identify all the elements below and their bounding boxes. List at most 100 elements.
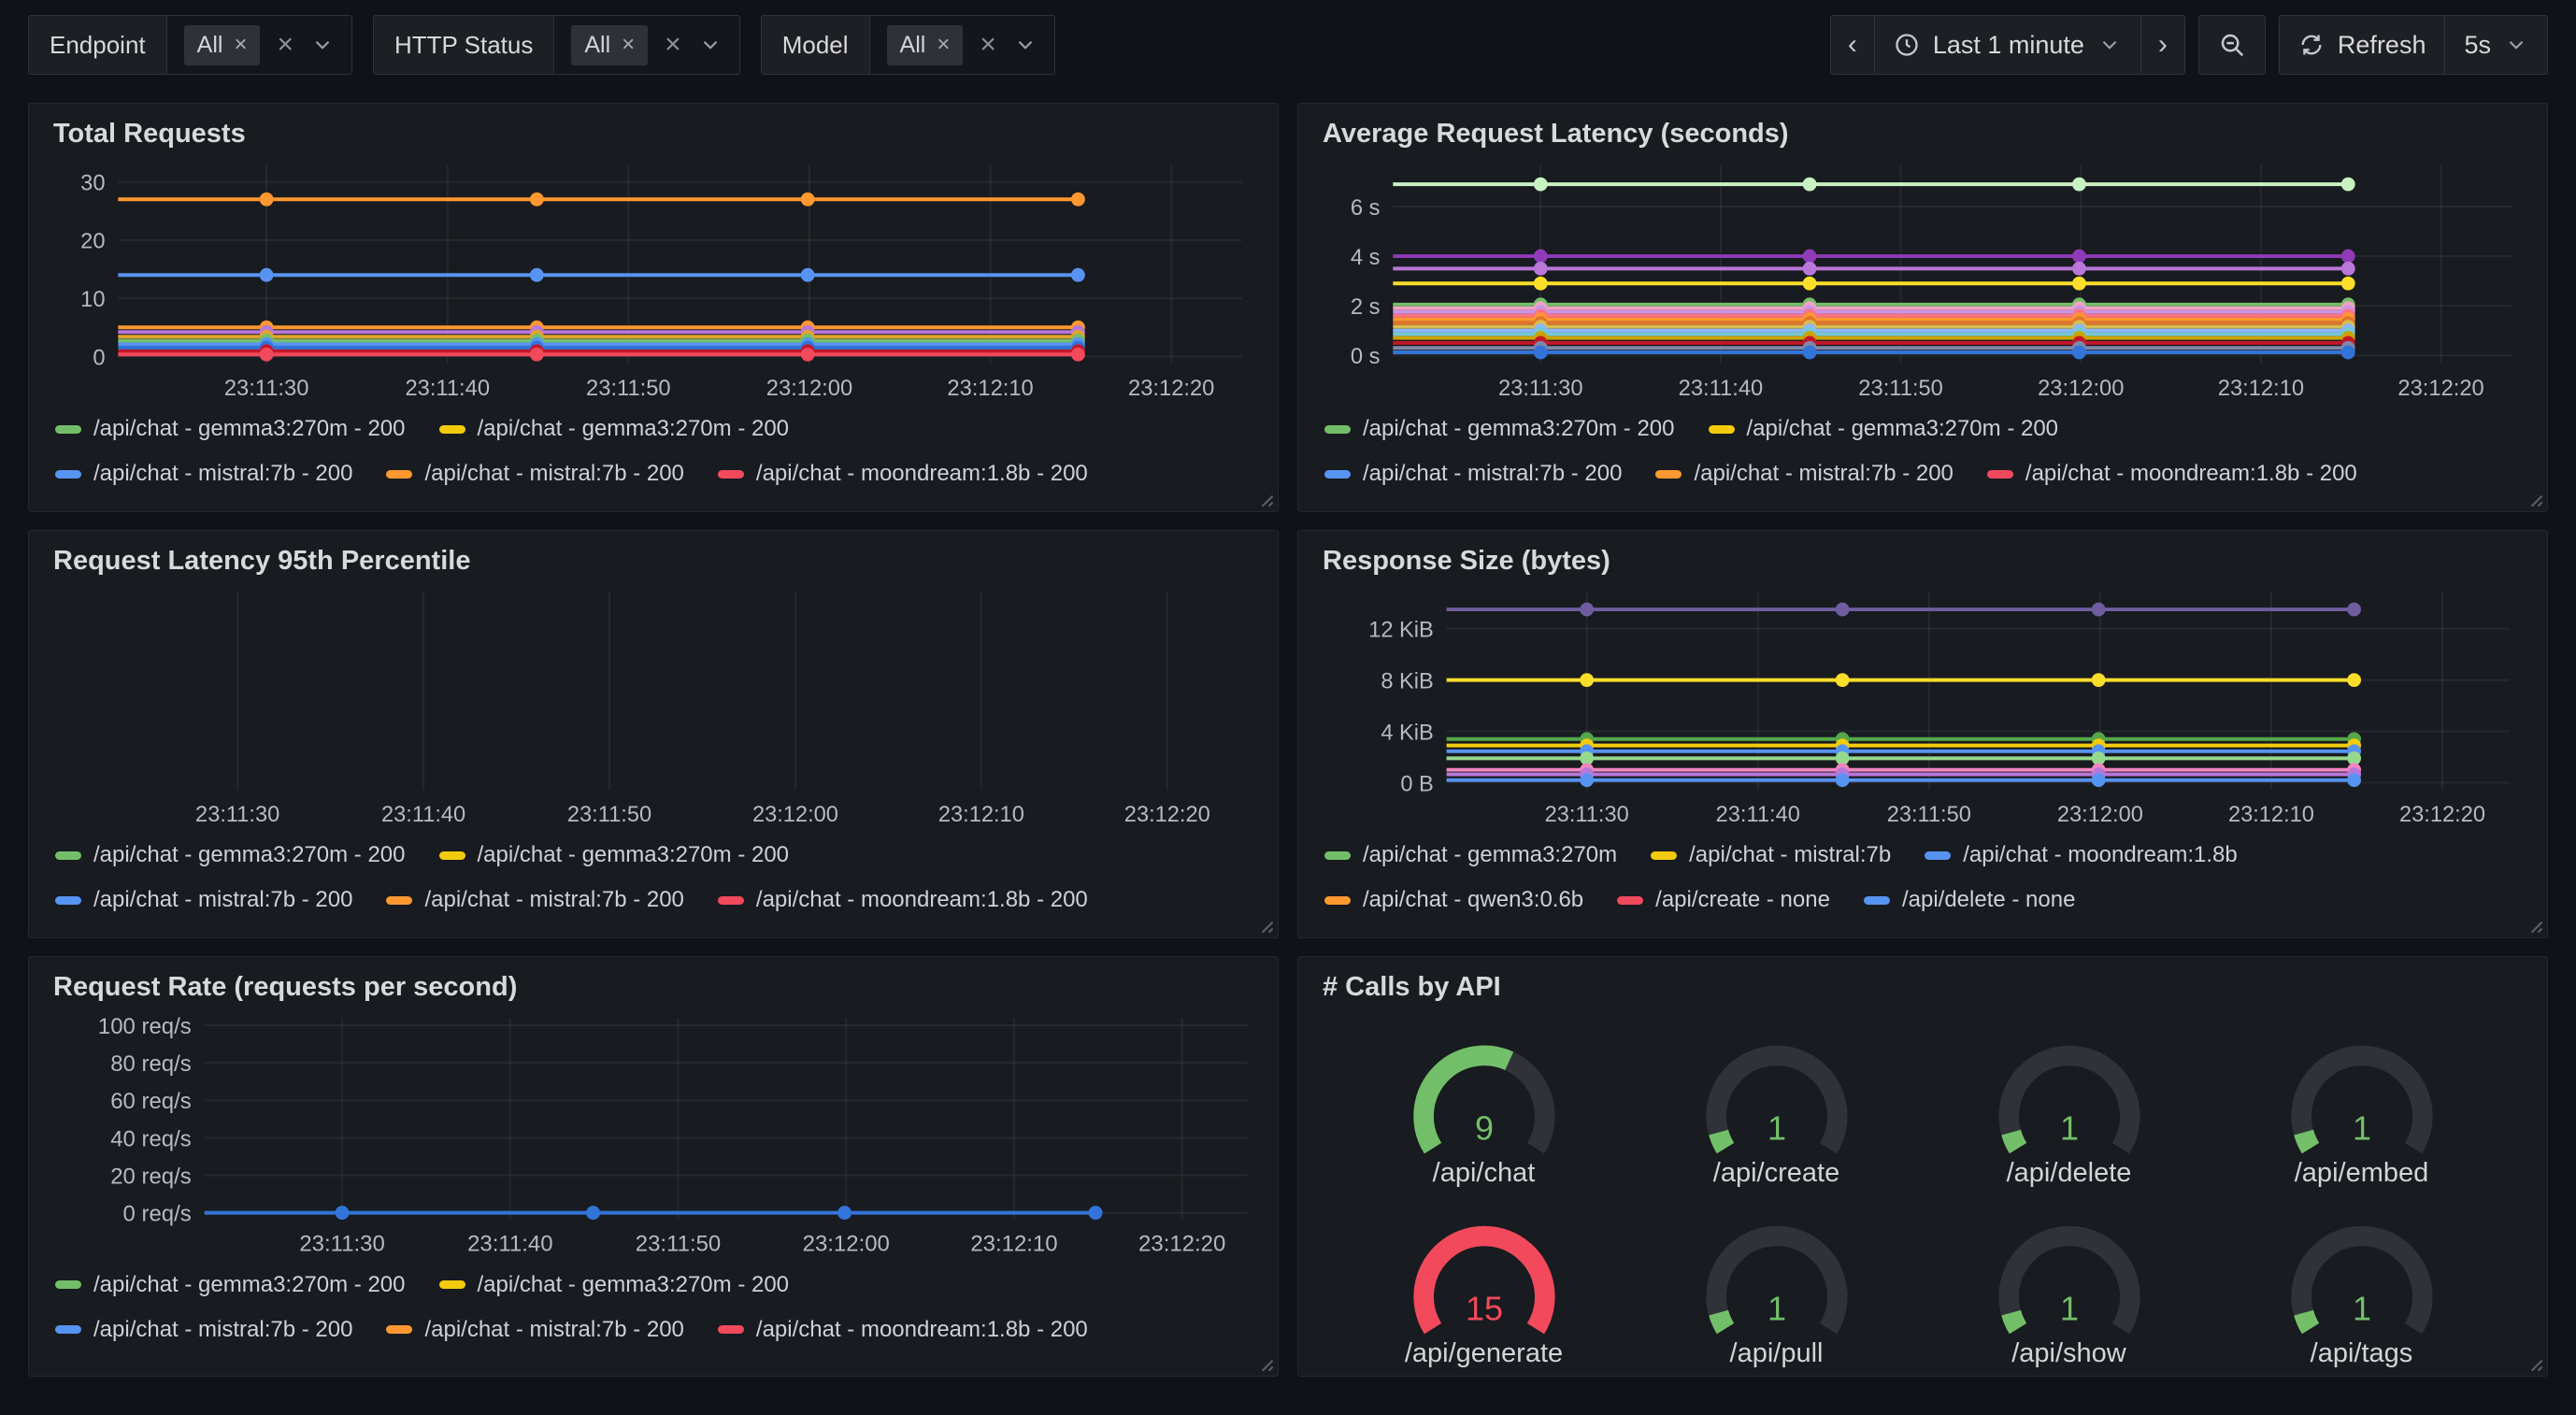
legend-item[interactable]: /api/chat - gemma3:270m - 200	[1708, 416, 2058, 442]
zoom-out-button[interactable]	[2198, 16, 2265, 74]
panel-title[interactable]: Average Request Latency (seconds)	[1323, 119, 1789, 149]
top-bar: Endpoint All × × HTTP Status All ×	[28, 15, 2548, 75]
panel-title[interactable]: Request Latency 95th Percentile	[53, 546, 471, 576]
filter-clear-icon[interactable]: ×	[665, 29, 681, 60]
legend-label: /api/chat - mistral:7b - 200	[1694, 461, 1953, 486]
chip-remove-icon[interactable]: ×	[622, 32, 636, 57]
chart-canvas[interactable]: 23:11:30 23:11:40 23:11:50 23:12:00 23:12:10…	[1313, 582, 2532, 833]
time-shift-forward-button[interactable]: ›	[2140, 16, 2184, 74]
legend-item[interactable]: /api/create - none	[1617, 887, 1830, 913]
legend-swatch	[55, 469, 81, 479]
legend-item[interactable]: /api/chat - mistral:7b	[1651, 842, 1891, 868]
series-point	[1070, 267, 1085, 282]
legend-item[interactable]: /api/chat - gemma3:270m - 200	[438, 416, 790, 442]
legend-row: /api/chat - gemma3:270m - 200/api/chat -…	[1324, 416, 2532, 442]
panel-resize-handle[interactable]	[1253, 913, 1274, 934]
chart-canvas[interactable]: 23:11:30 23:11:40 23:11:50 23:12:00 23:12:10…	[1313, 155, 2532, 407]
legend-item[interactable]: /api/chat - moondream:1.8b - 200	[717, 461, 1088, 487]
panel-title[interactable]: Request Rate (requests per second)	[53, 972, 518, 1002]
legend-item[interactable]: /api/chat - moondream:1.8b - 200	[717, 1317, 1088, 1343]
chevron-down-icon[interactable]	[310, 33, 335, 57]
series-point	[1070, 192, 1085, 207]
legend-row: /api/chat - qwen3:0.6b/api/create - none…	[1324, 887, 2532, 913]
chip-remove-icon[interactable]: ×	[234, 32, 248, 57]
legend-item[interactable]: /api/chat - mistral:7b - 200	[386, 1317, 684, 1343]
gauge-value: 1	[2059, 1289, 2078, 1327]
panel-resize-handle[interactable]	[1253, 1351, 1274, 1372]
legend-row: /api/chat - mistral:7b - 200/api/chat - …	[55, 1317, 1263, 1343]
filter-endpoint-chip[interactable]: All ×	[183, 24, 261, 65]
panel-resize-handle[interactable]	[2523, 1351, 2543, 1372]
x-axis-tick-label: 23:12:10	[2228, 803, 2314, 827]
legend-item[interactable]: /api/chat - qwen3:0.6b	[1324, 887, 1583, 913]
chart-canvas[interactable]: 23:11:30 23:11:40 23:11:50 23:12:00 23:12:10…	[44, 155, 1263, 407]
legend-row: /api/chat - mistral:7b - 200/api/chat - …	[1324, 461, 2532, 487]
legend-item[interactable]: /api/chat - gemma3:270m - 200	[438, 1272, 789, 1298]
time-range-picker-button[interactable]: Last 1 minute	[1874, 16, 2141, 74]
legend-item[interactable]: /api/chat - gemma3:270m - 200	[55, 416, 406, 442]
legend-label: /api/chat - gemma3:270m - 200	[93, 1271, 406, 1297]
legend-item[interactable]: /api/chat - mistral:7b - 200	[55, 887, 352, 913]
panel-resize-handle[interactable]	[2523, 487, 2543, 507]
panel-title[interactable]: Total Requests	[53, 119, 246, 149]
legend-label: /api/chat - mistral:7b - 200	[424, 887, 684, 912]
gauge-label: /api/show	[2011, 1338, 2126, 1368]
x-axis-tick-label: 23:11:30	[299, 1232, 384, 1257]
legend-item[interactable]: /api/chat - mistral:7b - 200	[386, 461, 684, 487]
legend-item[interactable]: /api/chat - mistral:7b - 200	[55, 1317, 352, 1343]
chevron-down-icon[interactable]	[698, 33, 723, 57]
x-axis-tick-label: 23:12:10	[2218, 377, 2304, 401]
legend-item[interactable]: /api/chat - moondream:1.8b - 200	[1986, 461, 2357, 487]
refresh-interval-label: 5s	[2464, 30, 2491, 59]
refresh-icon	[2301, 35, 2322, 55]
panel-resize-handle[interactable]	[2523, 913, 2543, 934]
series-point	[1835, 673, 1850, 687]
legend-item[interactable]: /api/chat - gemma3:270m - 200	[55, 842, 406, 868]
legend-item[interactable]: /api/chat - mistral:7b - 200	[55, 461, 352, 487]
y-axis-tick-label: 6 s	[1351, 196, 1381, 221]
series-point	[1802, 345, 1817, 360]
x-axis-tick-label: 23:12:20	[1128, 377, 1214, 401]
legend-item[interactable]: /api/chat - gemma3:270m - 200	[438, 842, 789, 868]
chip-remove-icon[interactable]: ×	[937, 32, 951, 57]
legend-item[interactable]: /api/chat - gemma3:270m - 200	[55, 1272, 406, 1298]
filter-clear-icon[interactable]: ×	[277, 29, 293, 60]
legend-item[interactable]: /api/chat - moondream:1.8b - 200	[717, 887, 1088, 913]
chevron-down-icon[interactable]	[1013, 33, 1038, 57]
filter-model-chip[interactable]: All ×	[886, 24, 964, 65]
legend-item[interactable]: /api/chat - gemma3:270m - 200	[1324, 416, 1675, 442]
panel-title[interactable]: # Calls by API	[1323, 972, 1501, 1002]
legend-item[interactable]: /api/chat - mistral:7b - 200	[1324, 461, 1622, 487]
chart-canvas[interactable]: 23:11:30 23:11:40 23:11:50 23:12:00 23:12:10…	[44, 1008, 1263, 1263]
panel-calls-by-api: # Calls by API 9/api/chat 1/api/create 1/a…	[1297, 956, 2548, 1377]
series-point	[2340, 276, 2355, 291]
legend-item[interactable]: /api/chat - gemma3:270m	[1324, 842, 1617, 868]
series-point	[2072, 276, 2086, 291]
legend-item[interactable]: /api/chat - moondream:1.8b	[1925, 842, 2238, 868]
legend-item[interactable]: /api/chat - mistral:7b - 200	[1655, 461, 1953, 487]
panel-title[interactable]: Response Size (bytes)	[1323, 546, 1610, 576]
filter-http-status-chip[interactable]: All ×	[571, 24, 649, 65]
refresh-interval-button[interactable]: 5s	[2445, 16, 2547, 74]
filter-clear-icon[interactable]: ×	[980, 29, 996, 60]
y-axis-tick-label: 20	[80, 230, 105, 254]
y-axis-tick-label: 8 KiB	[1381, 669, 1433, 693]
legend-swatch	[55, 424, 81, 434]
filter-model-value[interactable]: All × ×	[870, 16, 1054, 74]
refresh-button[interactable]: Refresh	[2279, 16, 2446, 74]
legend-item[interactable]: /api/delete - none	[1863, 887, 2075, 913]
legend-label: /api/chat - moondream:1.8b - 200	[755, 461, 1088, 486]
legend-label: /api/chat - moondream:1.8b	[1963, 842, 2238, 867]
filter-endpoint-value[interactable]: All × ×	[167, 16, 351, 74]
legend-swatch	[1708, 424, 1735, 434]
filter-http-status-label: HTTP Status	[374, 16, 555, 74]
legend-item[interactable]: /api/chat - mistral:7b - 200	[386, 887, 684, 913]
zoom-out-group	[2197, 15, 2266, 75]
panel-resize-handle[interactable]	[1253, 487, 1274, 507]
filter-http-status-value[interactable]: All × ×	[554, 16, 738, 74]
series-point	[1070, 347, 1085, 362]
time-shift-back-button[interactable]: ‹	[1830, 16, 1875, 74]
series-point	[259, 347, 274, 362]
chart-canvas[interactable]: 23:11:30 23:11:40 23:11:50 23:12:00 23:12:10…	[44, 582, 1263, 833]
legend-label: /api/chat - gemma3:270m - 200	[477, 416, 790, 441]
